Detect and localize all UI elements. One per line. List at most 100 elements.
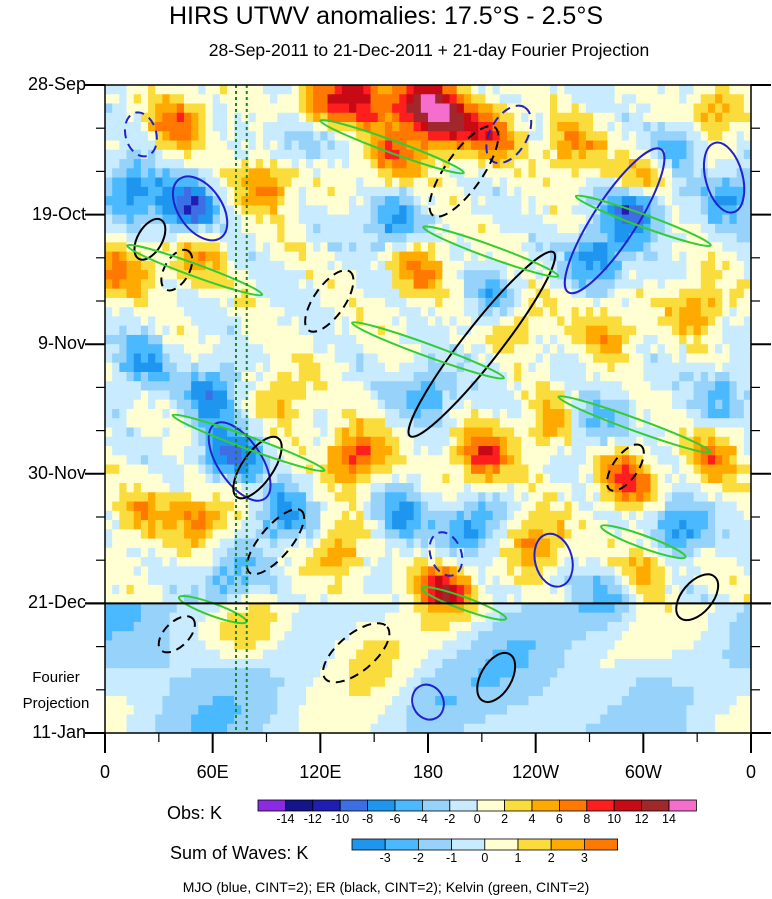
anomaly-cell: [198, 492, 207, 503]
anomaly-cell: [105, 297, 113, 308]
anomaly-cell: [521, 122, 530, 132]
anomaly-cell: [485, 196, 494, 206]
anomaly-cell: [183, 242, 192, 253]
anomaly-cell: [535, 371, 544, 382]
anomaly-cell: [262, 427, 271, 438]
anomaly-cell: [621, 501, 630, 512]
anomaly-cell: [650, 112, 659, 123]
anomaly-cell: [492, 223, 501, 234]
anomaly-cell: [255, 418, 264, 429]
anomaly-cell: [715, 205, 723, 216]
anomaly-cell: [277, 168, 286, 179]
anomaly-cell: [219, 492, 228, 503]
anomaly-cell: [686, 353, 695, 364]
anomaly-cell: [514, 427, 522, 438]
anomaly-cell: [176, 501, 185, 512]
anomaly-cell: [736, 85, 745, 95]
anomaly-cell: [255, 94, 264, 105]
anomaly-cell: [234, 520, 242, 530]
anomaly-cell: [262, 223, 271, 234]
anomaly-cell: [722, 186, 731, 197]
anomaly-cell: [722, 122, 731, 132]
anomaly-cell: [140, 122, 149, 132]
anomaly-cell: [392, 94, 400, 105]
anomaly-cell: [542, 233, 551, 243]
anomaly-cell: [413, 297, 422, 308]
anomaly-cell: [657, 510, 666, 521]
anomaly-cell: [270, 557, 278, 567]
anomaly-cell: [672, 371, 680, 382]
anomaly-cell: [679, 205, 687, 216]
anomaly-cell: [370, 325, 379, 336]
anomaly-cell: [600, 427, 609, 438]
anomaly-cell: [234, 584, 242, 595]
anomaly-cell: [521, 473, 530, 484]
anomaly-cell: [471, 427, 479, 438]
anomaly-cell: [557, 464, 565, 475]
anomaly-cell: [212, 205, 221, 216]
anomaly-cell: [413, 279, 422, 290]
anomaly-cell: [133, 584, 142, 595]
anomaly-cell: [485, 159, 494, 169]
anomaly-cell: [736, 177, 745, 188]
anomaly-cell: [349, 418, 357, 429]
anomaly-cell: [334, 279, 343, 290]
anomaly-cell: [571, 418, 580, 429]
anomaly-cell: [700, 529, 709, 540]
anomaly-cell: [227, 279, 235, 290]
anomaly-cell: [119, 390, 128, 401]
anomaly-cell: [743, 557, 751, 567]
anomaly-cell: [557, 409, 565, 419]
anomaly-cell: [212, 214, 221, 225]
anomaly-cell: [191, 520, 199, 530]
anomaly-cell: [621, 520, 630, 530]
anomaly-cell: [693, 205, 702, 216]
anomaly-cell: [492, 362, 501, 373]
anomaly-cell: [672, 177, 680, 188]
anomaly-cell: [248, 297, 257, 308]
anomaly-cell: [463, 418, 472, 429]
anomaly-cell: [341, 473, 350, 484]
anomaly-cell: [255, 122, 264, 132]
anomaly-cell: [628, 233, 637, 243]
anomaly-cell: [571, 446, 580, 456]
anomaly-cell: [485, 566, 494, 577]
anomaly-cell: [700, 436, 709, 447]
anomaly-cell: [492, 316, 501, 327]
anomaly-cell: [722, 501, 731, 512]
anomaly-cell: [169, 223, 178, 234]
anomaly-cell: [621, 223, 630, 234]
anomaly-cell: [571, 186, 580, 197]
anomaly-cell: [729, 520, 738, 530]
anomaly-cell: [471, 205, 479, 216]
anomaly-cell: [449, 186, 458, 197]
anomaly-cell: [664, 566, 673, 577]
anomaly-cell: [722, 214, 731, 225]
anomaly-cell: [133, 288, 142, 299]
anomaly-cell: [298, 584, 307, 595]
anomaly-cell: [399, 205, 408, 216]
anomaly-cell: [148, 353, 156, 364]
anomaly-cell: [492, 270, 501, 280]
anomaly-cell: [621, 168, 630, 179]
anomaly-cell: [356, 131, 364, 142]
anomaly-cell: [700, 334, 709, 345]
anomaly-cell: [105, 399, 113, 410]
anomaly-cell: [614, 427, 623, 438]
anomaly-cell: [320, 529, 329, 540]
anomaly-cell: [255, 362, 264, 373]
anomaly-cell: [169, 427, 178, 438]
anomaly-cell: [456, 177, 465, 188]
anomaly-cell: [234, 418, 242, 429]
anomaly-cell: [176, 464, 185, 475]
anomaly-cell: [183, 205, 192, 216]
anomaly-cell: [664, 362, 673, 373]
anomaly-cell: [298, 279, 307, 290]
anomaly-cell: [679, 557, 687, 567]
anomaly-cell: [320, 242, 329, 253]
anomaly-cell: [707, 251, 716, 262]
anomaly-cell: [341, 214, 350, 225]
anomaly-cell: [428, 418, 436, 429]
anomaly-cell: [528, 529, 537, 540]
anomaly-cell: [428, 85, 436, 95]
